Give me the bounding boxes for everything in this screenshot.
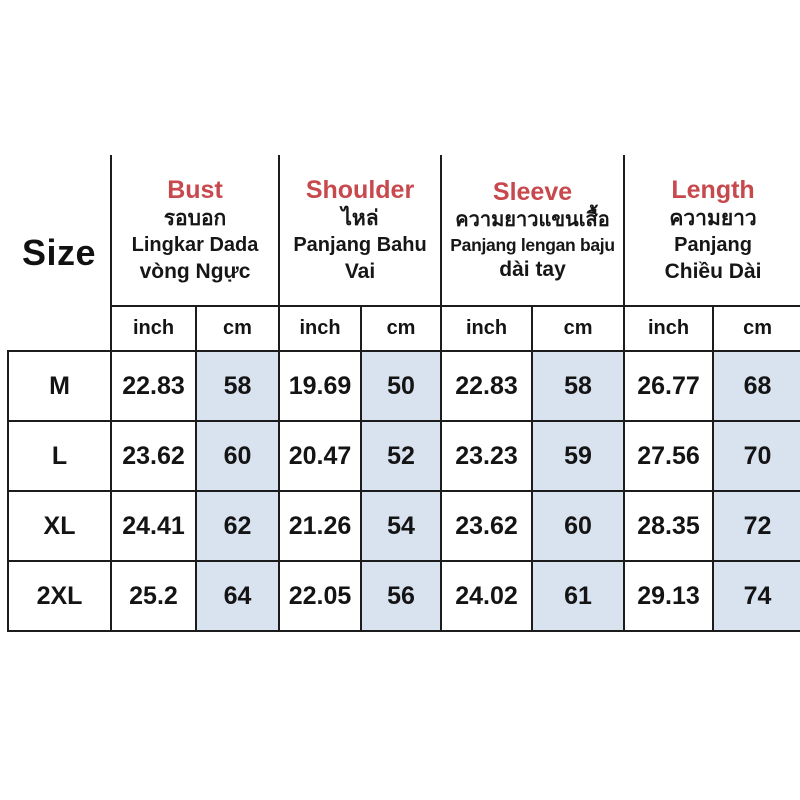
header-row-groups: Size Bust รอบอก Lingkar Dada vòng Ngực S… xyxy=(8,155,800,352)
group-header-bust: Bust รอบอก Lingkar Dada vòng Ngực xyxy=(109,155,281,307)
unit-cell-sleeve-cm: cm xyxy=(531,305,626,352)
value-cell: 20.47 xyxy=(278,420,363,492)
value-cell: 23.62 xyxy=(110,420,197,492)
size-chart: Size Bust รอบอก Lingkar Dada vòng Ngực S… xyxy=(7,155,800,632)
value-cell: 22.05 xyxy=(278,560,363,632)
value-cell: 70 xyxy=(712,420,800,492)
value-cell: 23.62 xyxy=(440,490,534,562)
unit-cell-length-inch: inch xyxy=(623,305,715,352)
value-cell: 19.69 xyxy=(278,350,363,422)
shoulder-label-vi: Vai xyxy=(344,260,376,284)
shoulder-label-th: ไหล่ xyxy=(341,207,379,231)
sleeve-label-th: ความยาวแขนเสื้อ xyxy=(455,208,610,231)
sleeve-label-en: Sleeve xyxy=(492,177,573,206)
unit-cell-shoulder-cm: cm xyxy=(360,305,443,352)
value-cell: 25.2 xyxy=(110,560,197,632)
unit-cell-sleeve-inch: inch xyxy=(440,305,534,352)
group-header-sleeve: Sleeve ความยาวแขนเสื้อ Panjang lengan ba… xyxy=(440,155,626,307)
value-cell: 62 xyxy=(194,490,281,562)
length-label-vi: Chiều Dài xyxy=(664,260,762,284)
unit-cell-bust-cm: cm xyxy=(194,305,281,352)
value-cell: 58 xyxy=(194,350,281,422)
header-row-units: inch cm inch cm inch cm inch cm xyxy=(8,305,800,352)
length-label-id: Panjang xyxy=(674,234,752,257)
group-header-length: Length ความยาว Panjang Chiều Dài xyxy=(623,155,800,307)
value-cell: 24.41 xyxy=(110,490,197,562)
value-cell: 22.83 xyxy=(110,350,197,422)
sleeve-label-id: Panjang lengan baju xyxy=(450,234,615,255)
shoulder-label-id: Panjang Bahu xyxy=(293,234,427,257)
value-cell: 24.02 xyxy=(440,560,534,632)
size-cell: L xyxy=(7,420,112,492)
bust-label-id: Lingkar Dada xyxy=(131,234,259,257)
value-cell: 59 xyxy=(531,420,626,492)
sleeve-label-vi: dài tay xyxy=(499,258,566,282)
value-cell: 21.26 xyxy=(278,490,363,562)
value-cell: 61 xyxy=(531,560,626,632)
value-cell: 28.35 xyxy=(623,490,715,562)
value-cell: 58 xyxy=(531,350,626,422)
value-cell: 74 xyxy=(712,560,800,632)
size-cell: M xyxy=(7,350,112,422)
value-cell: 54 xyxy=(360,490,443,562)
value-cell: 29.13 xyxy=(623,560,715,632)
value-cell: 64 xyxy=(194,560,281,632)
table-row: XL 24.41 62 21.26 54 23.62 60 28.35 72 xyxy=(7,490,800,562)
shoulder-label-en: Shoulder xyxy=(305,175,415,204)
value-cell: 60 xyxy=(531,490,626,562)
size-chart-body: M 22.83 58 19.69 50 22.83 58 26.77 68 L 23.62 60 20.… xyxy=(7,350,800,632)
size-chart-table: Size Bust รอบอก Lingkar Dada vòng Ngực S… xyxy=(7,155,800,632)
value-cell: 50 xyxy=(360,350,443,422)
table-row: M 22.83 58 19.69 50 22.83 58 26.77 68 xyxy=(7,350,800,422)
value-cell: 26.77 xyxy=(623,350,715,422)
size-cell: XL xyxy=(7,490,112,562)
value-cell: 23.23 xyxy=(440,420,534,492)
value-cell: 22.83 xyxy=(440,350,534,422)
length-label-en: Length xyxy=(671,175,755,204)
bust-label-en: Bust xyxy=(167,175,223,204)
value-cell: 68 xyxy=(712,350,800,422)
value-cell: 27.56 xyxy=(623,420,715,492)
bust-label-vi: vòng Ngực xyxy=(139,260,251,284)
unit-cell-length-cm: cm xyxy=(712,305,800,352)
value-cell: 72 xyxy=(712,490,800,562)
value-cell: 56 xyxy=(360,560,443,632)
table-row: L 23.62 60 20.47 52 23.23 59 27.56 70 xyxy=(7,420,800,492)
length-label-th: ความยาว xyxy=(669,207,757,231)
size-column-header: Size xyxy=(8,155,112,352)
table-row: 2XL 25.2 64 22.05 56 24.02 61 29.13 74 xyxy=(7,560,800,632)
bust-label-th: รอบอก xyxy=(163,207,227,231)
size-cell: 2XL xyxy=(7,560,112,632)
value-cell: 60 xyxy=(194,420,281,492)
unit-cell-shoulder-inch: inch xyxy=(278,305,363,352)
group-header-shoulder: Shoulder ไหล่ Panjang Bahu Vai xyxy=(278,155,443,307)
unit-cell-bust-inch: inch xyxy=(110,305,197,352)
value-cell: 52 xyxy=(360,420,443,492)
